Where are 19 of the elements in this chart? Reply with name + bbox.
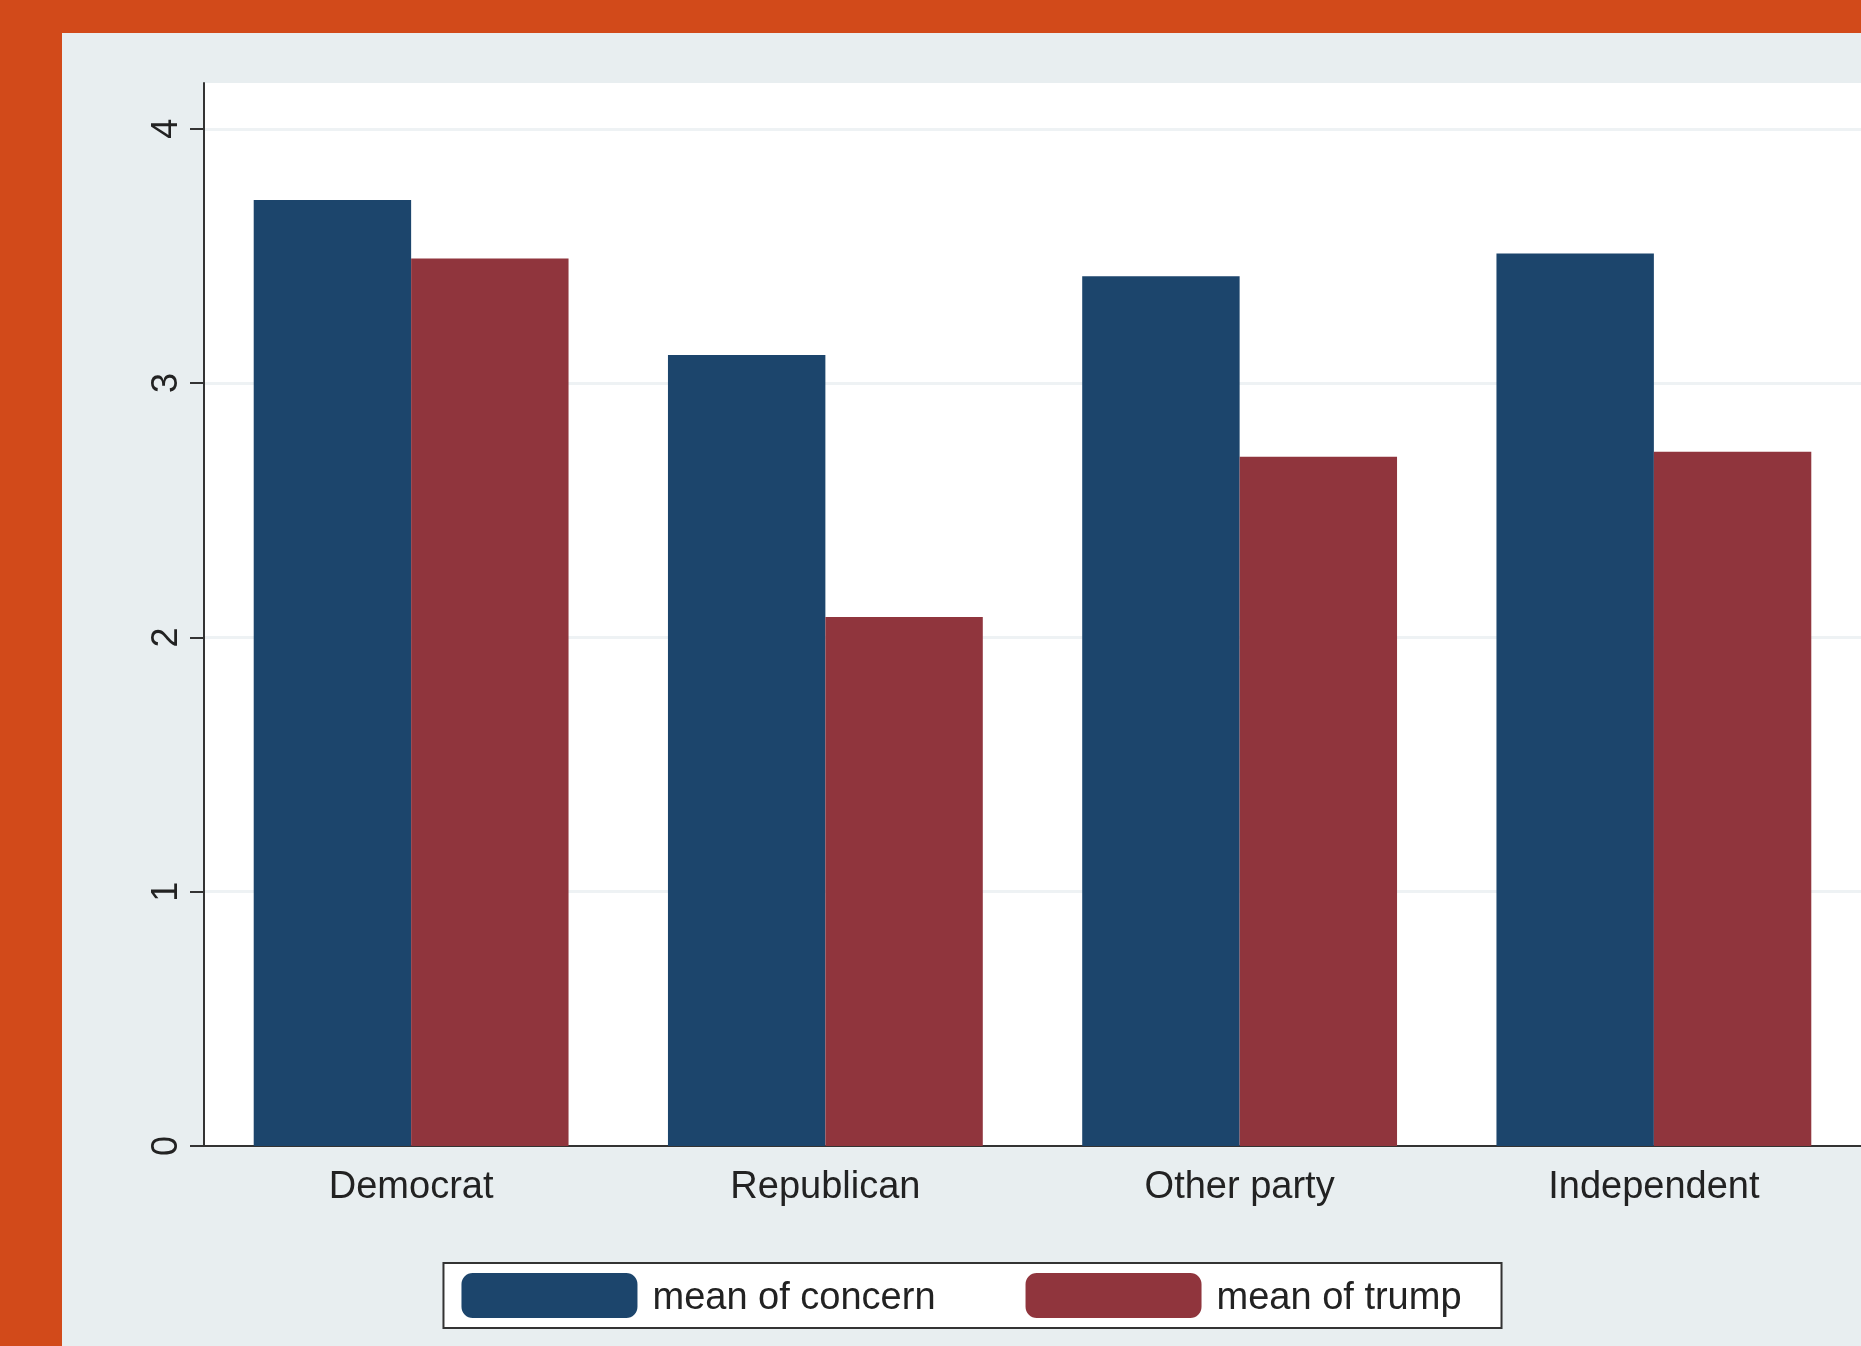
y-tick-label: 2 bbox=[143, 627, 185, 648]
bar bbox=[253, 199, 412, 1146]
x-tick-label: Other party bbox=[1144, 1164, 1335, 1206]
bar bbox=[1082, 276, 1240, 1146]
x-tick-label: Democrat bbox=[328, 1164, 494, 1206]
x-tick-label: Republican bbox=[730, 1164, 921, 1206]
bar bbox=[667, 355, 826, 1146]
y-tick-label: 1 bbox=[143, 881, 185, 902]
y-tick-label: 3 bbox=[143, 373, 185, 394]
bar bbox=[1239, 456, 1398, 1146]
bar bbox=[1653, 451, 1812, 1146]
x-tick-label: Independent bbox=[1548, 1164, 1760, 1206]
y-tick-label: 0 bbox=[143, 1135, 185, 1157]
legend-label: mean of trump bbox=[1216, 1274, 1462, 1317]
bar bbox=[825, 617, 983, 1146]
y-tick-label: 4 bbox=[143, 118, 185, 139]
bar bbox=[411, 258, 569, 1146]
bar bbox=[1496, 253, 1654, 1146]
legend-label: mean of concern bbox=[652, 1274, 936, 1317]
